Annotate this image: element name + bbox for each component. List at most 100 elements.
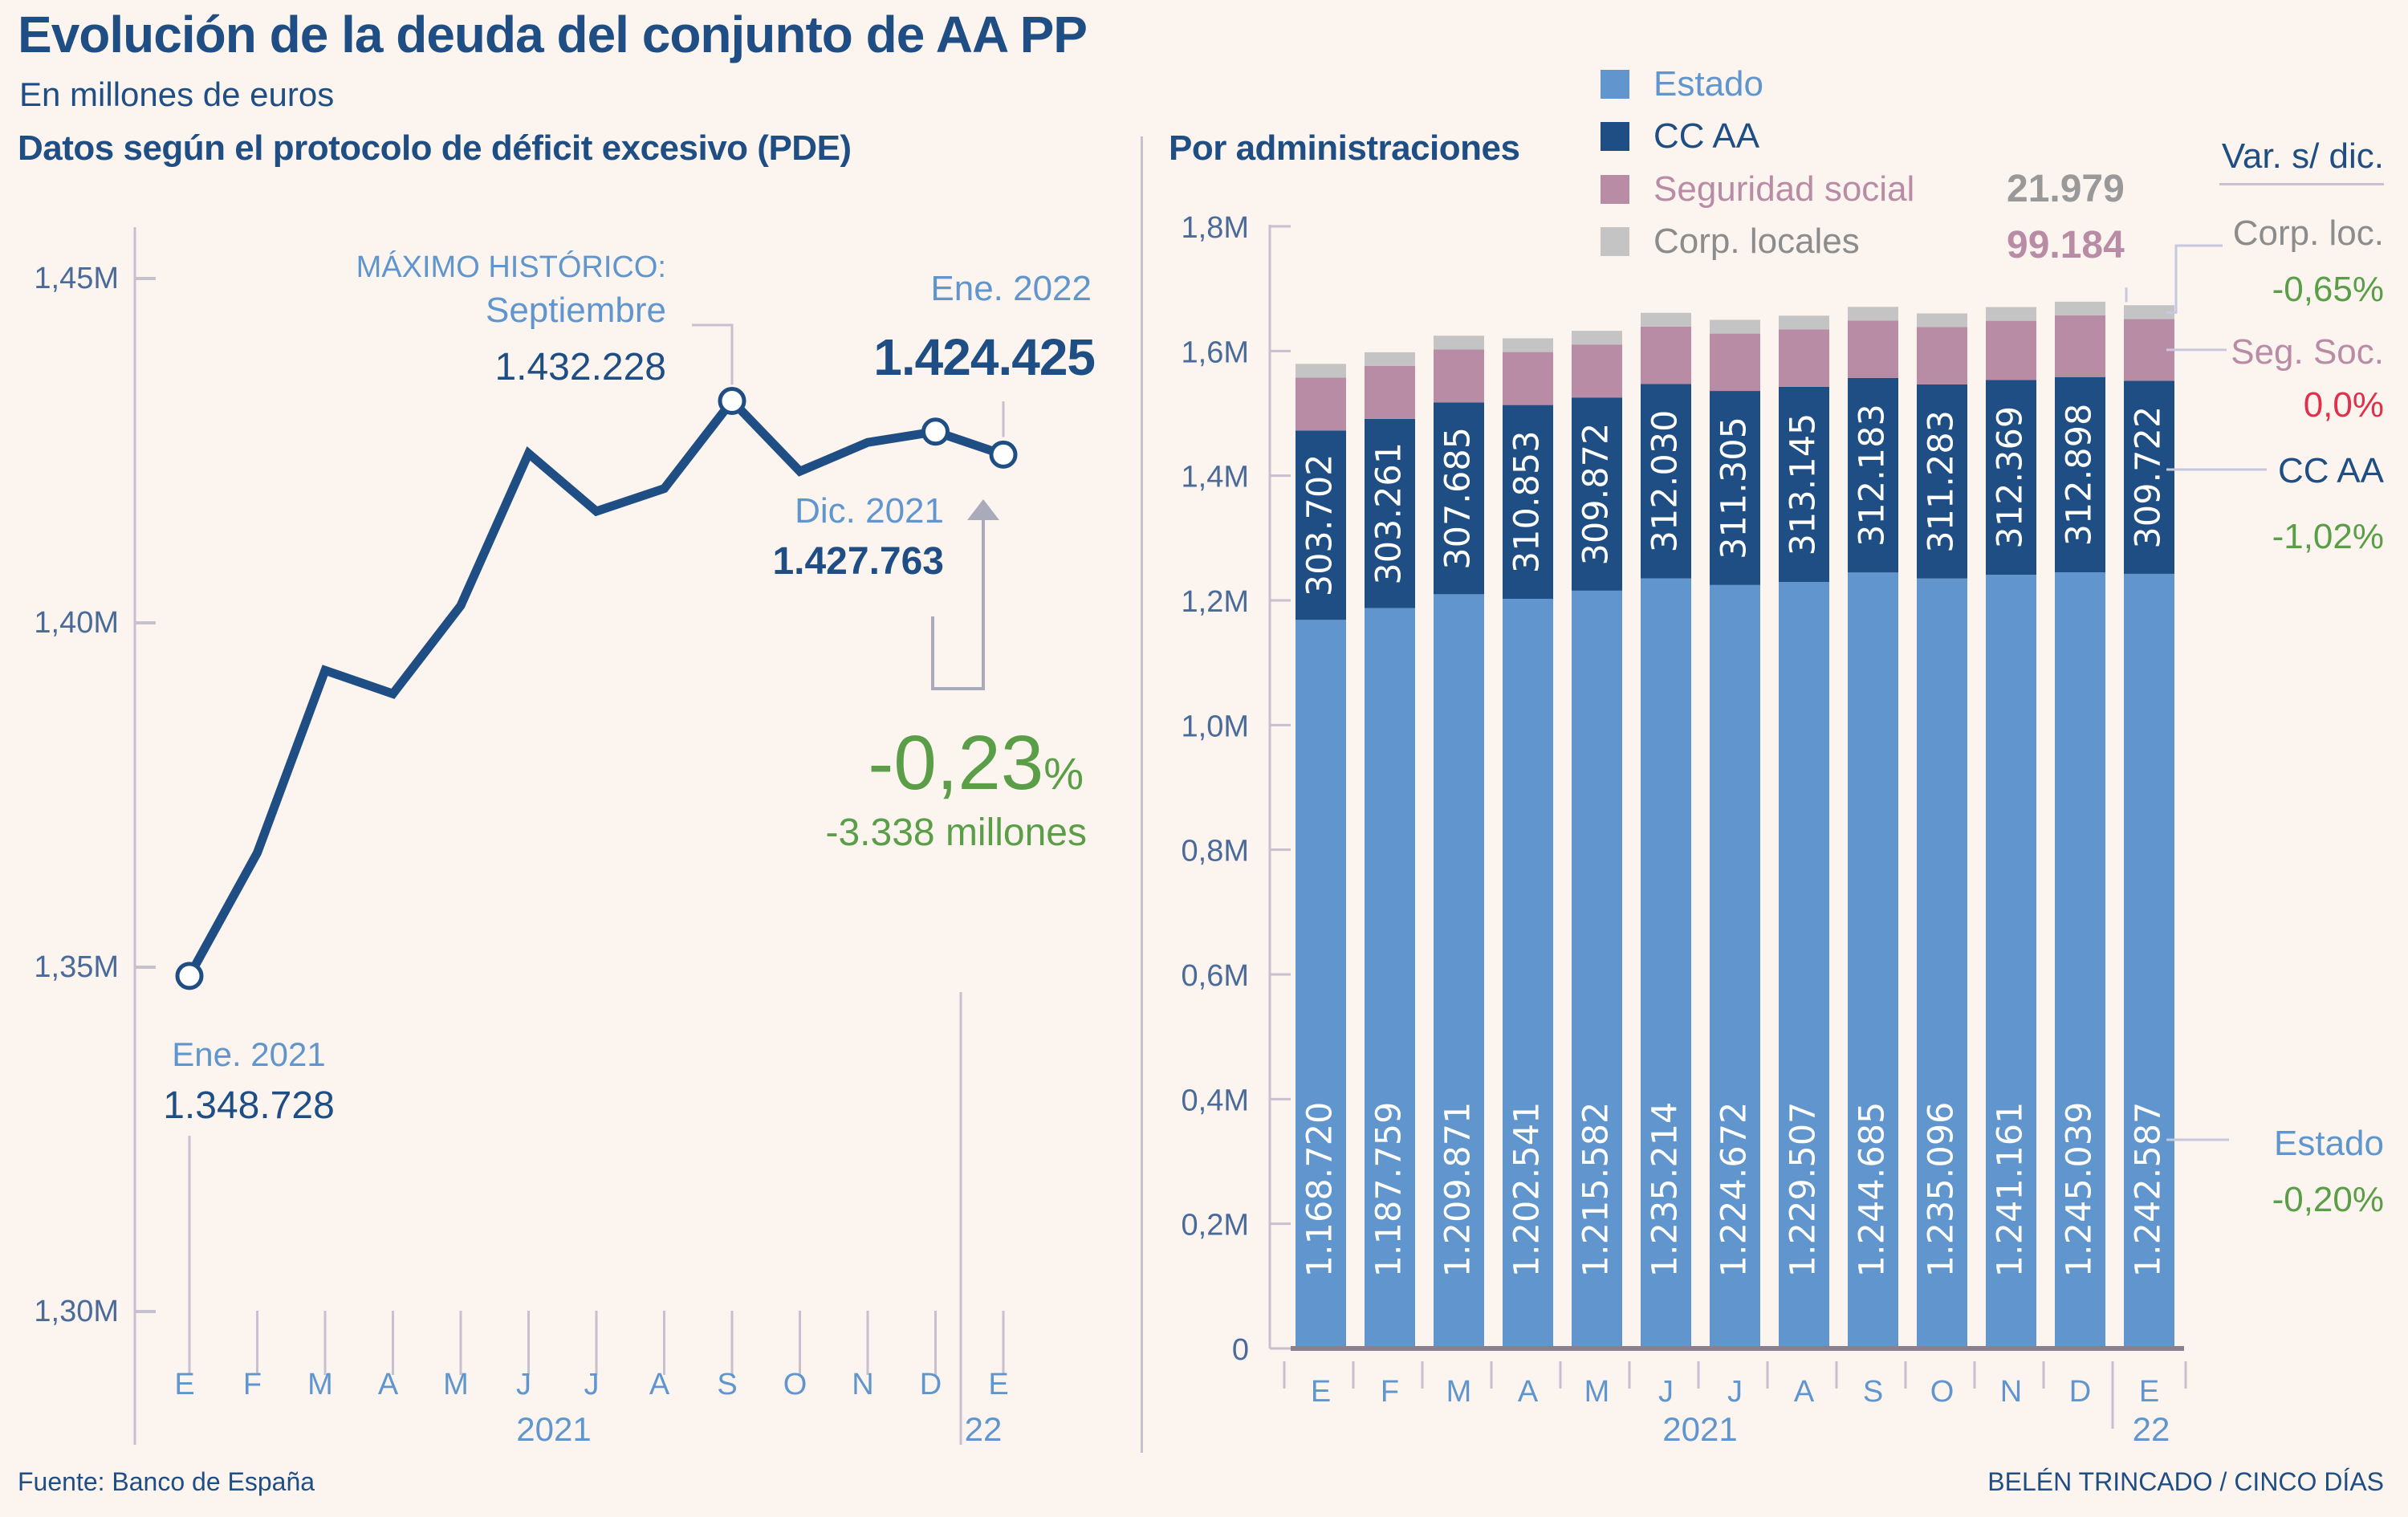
bar-segment-estado (1917, 578, 1967, 1348)
bar-value-label: 1.244.685 (1853, 1102, 1893, 1278)
x-tick-label: J (1658, 1375, 1674, 1409)
bar-value-label: 311.283 (1922, 410, 1962, 553)
year-label-22: 22 (2133, 1410, 2170, 1448)
bar-segment-estado (1434, 594, 1484, 1348)
bar-segment-estado (1503, 599, 1553, 1348)
y-tick-label: 0,2M (1182, 1209, 1249, 1242)
bar-segment-estado (1365, 608, 1415, 1348)
bar-segment-estado (1848, 572, 1898, 1348)
bar-value-label: 1.209.871 (1438, 1102, 1479, 1278)
bar-value-label: 1.241.161 (1991, 1102, 2031, 1278)
bar-value-label: 1.168.720 (1300, 1102, 1340, 1278)
y-tick-label: 1,35M (34, 950, 119, 984)
x-tick-label: S (717, 1368, 737, 1401)
bar-segment-corp.-locales (1917, 313, 1967, 327)
leader-corp-loc (2166, 244, 2223, 314)
annotation-dec-value: 1.427.763 (772, 540, 944, 583)
x-tick-label: S (1863, 1375, 1883, 1409)
bar-segment-corp.-locales (1848, 307, 1898, 321)
x-tick-label: E (1311, 1375, 1331, 1409)
bar-segment-cc-aa (1503, 405, 1553, 600)
y-tick-label: 1,30M (34, 1295, 119, 1328)
bar-segment-cc-aa (2055, 377, 2105, 573)
bar-segment-corp.-locales (2124, 305, 2174, 319)
x-tick-label: M (307, 1368, 333, 1401)
bar-segment-corp.-locales (1779, 315, 1829, 330)
bar-value-label: 1.215.582 (1576, 1102, 1617, 1278)
data-point-marker (175, 962, 204, 990)
bar-segment-cc-aa (2124, 380, 2174, 574)
y-tick-label: 1,2M (1182, 585, 1249, 619)
annotation-start-label: Ene. 2021 (172, 1035, 326, 1073)
bar-segment-estado (1641, 578, 1691, 1348)
bar-value-label: 1.245.039 (2060, 1102, 2100, 1278)
bar-value-label: 311.305 (1714, 417, 1755, 559)
legend-item-estado: Estado (1601, 64, 1763, 104)
x-tick-label: M (443, 1368, 469, 1401)
variation-heading-rule (2219, 183, 2384, 185)
x-tick-label: D (920, 1368, 942, 1401)
bar-segment-seguridad-social (1434, 349, 1484, 403)
annotation-change-abs: -3.338 millones (825, 811, 1088, 854)
variation-value-estado: -0,20% (2272, 1180, 2384, 1219)
year-label-2021: 2021 (1662, 1410, 1737, 1448)
change-arrow-line (931, 514, 985, 690)
legend-label: Seguridad social (1653, 169, 1915, 209)
bar-segment-cc-aa (1296, 430, 1346, 620)
bar-segment-estado (1986, 575, 2036, 1348)
bar-segment-cc-aa (1572, 397, 1622, 591)
bar-segment-cc-aa (1365, 418, 1415, 608)
bar-value-label: 1.202.541 (1507, 1102, 1548, 1278)
y-tick-label: 0,8M (1182, 835, 1249, 868)
source-note: Fuente: Banco de España (18, 1467, 315, 1496)
x-tick-label: J (516, 1368, 531, 1401)
line-chart-heading: Datos según el protocolo de déficit exce… (18, 128, 852, 168)
variation-label-corp-loc: Corp. loc. (2232, 214, 2384, 253)
data-point-marker (921, 417, 950, 446)
annotation-change-pct: -0,23% (868, 719, 1084, 807)
bar-value-label: 1.235.096 (1922, 1102, 1962, 1278)
bar-segment-estado (1296, 620, 1346, 1348)
bar-segment-corp.-locales (1710, 319, 1760, 334)
x-tick-label: M (1584, 1375, 1610, 1409)
bar-segment-corp.-locales (1986, 307, 2036, 321)
bar-segment-seguridad-social (1848, 320, 1898, 378)
bar-segment-cc-aa (1641, 384, 1691, 579)
bar-segment-corp.-locales (1434, 336, 1484, 350)
x-tick-label: O (783, 1368, 807, 1401)
annotation-last-label: Ene. 2022 (930, 269, 1092, 308)
change-pct-sign: % (1043, 748, 1084, 799)
x-tick-label: N (2000, 1375, 2022, 1409)
x-tick-label: A (649, 1368, 670, 1401)
bar-segment-seguridad-social (1503, 352, 1553, 405)
bar-segment-seguridad-social (2124, 319, 2174, 381)
bar-segment-seguridad-social (1296, 377, 1346, 431)
y-tick-label: 1,0M (1182, 710, 1249, 743)
x-tick-label: A (1794, 1375, 1815, 1409)
bar-segment-corp.-locales (1572, 331, 1622, 345)
variation-label-ccaa: CC AA (2277, 451, 2384, 490)
bar-segment-corp.-locales (1503, 338, 1553, 352)
bar-value-label: 313.145 (1784, 413, 1824, 556)
bar-chart-heading: Por administraciones (1169, 128, 1520, 168)
legend-swatch-corp-locales (1601, 227, 1629, 256)
bar-segment-seguridad-social (2055, 315, 2105, 378)
data-point-marker (989, 440, 1018, 469)
bar-segment-cc-aa (1710, 391, 1760, 585)
annotation-start-value: 1.348.728 (163, 1084, 335, 1127)
bar-segment-corp.-locales (1641, 312, 1691, 327)
bar-segment-corp.-locales (1296, 364, 1346, 378)
bar-value-label: 1.235.214 (1645, 1102, 1686, 1278)
bar-value-label: 1.224.672 (1714, 1102, 1755, 1278)
bar-value-label: 312.183 (1853, 404, 1893, 547)
legend-label: CC AA (1653, 116, 1760, 156)
bar-segment-corp.-locales (1365, 352, 1415, 366)
x-tick-label: A (378, 1368, 399, 1401)
bar-segment-cc-aa (1779, 386, 1829, 583)
legend-swatch-ccaa (1601, 122, 1629, 151)
x-tick-label: A (1518, 1375, 1539, 1409)
credit-note: BELÉN TRINCADO / CINCO DÍAS (1987, 1467, 2384, 1496)
bar-segment-estado (1710, 584, 1760, 1348)
bar-segment-cc-aa (1434, 402, 1484, 595)
x-tick-label: E (988, 1368, 1008, 1401)
